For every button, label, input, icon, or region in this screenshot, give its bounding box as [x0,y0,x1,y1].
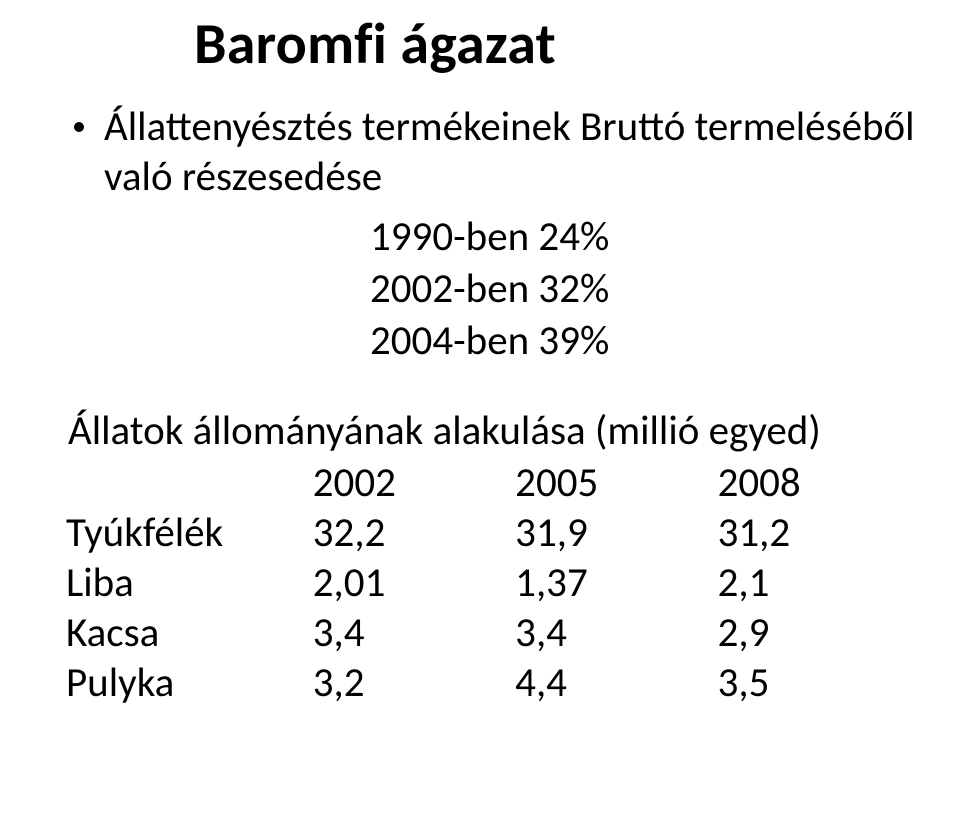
cell: 3,5 [718,658,920,708]
cell: 3,4 [313,608,515,658]
table-row: Tyúkfélék 32,2 31,9 31,2 [66,508,920,558]
table-row: Pulyka 3,2 4,4 3,5 [66,658,920,708]
stock-table: 2002 2005 2008 Tyúkfélék 32,2 31,9 31,2 … [66,458,920,708]
cell: 3,4 [515,608,717,658]
cell: 32,2 [313,508,515,558]
page-title: Baromfi ágazat [194,12,920,76]
table-row: Liba 2,01 1,37 2,1 [66,558,920,608]
cell: 1,37 [515,558,717,608]
bullet-dot-icon [74,122,84,132]
cell: 4,4 [515,658,717,708]
slide: Baromfi ágazat Állattenyésztés termékein… [0,0,960,814]
cell: 3,2 [313,658,515,708]
cell: 2,9 [718,608,920,658]
cell: 2,1 [718,558,920,608]
cell: 31,9 [515,508,717,558]
table-caption: Állatok állományának alakulása (millió e… [68,406,920,456]
bullet-item: Állattenyésztés termékeinek Bruttó terme… [74,102,920,202]
col-2002: 2002 [313,458,515,508]
row-label: Tyúkfélék [66,508,313,558]
cell: 31,2 [718,508,920,558]
col-2008: 2008 [718,458,920,508]
share-list: 1990-ben 24% 2002-ben 32% 2004-ben 39% [370,212,920,366]
row-label: Kacsa [66,608,313,658]
cell: 2,01 [313,558,515,608]
stock-table-section: Állatok állományának alakulása (millió e… [66,406,920,708]
col-2005: 2005 [515,458,717,508]
table-row: Kacsa 3,4 3,4 2,9 [66,608,920,658]
row-label: Liba [66,558,313,608]
row-label: Pulyka [66,658,313,708]
share-2004: 2004-ben 39% [370,316,920,366]
bullet-line-1: Állattenyésztés termékeinek Bruttó terme… [104,102,920,152]
share-1990: 1990-ben 24% [370,212,920,262]
table-header-row: 2002 2005 2008 [66,458,920,508]
bullet-line-2: való részesedése [104,152,920,202]
share-2002: 2002-ben 32% [370,264,920,314]
